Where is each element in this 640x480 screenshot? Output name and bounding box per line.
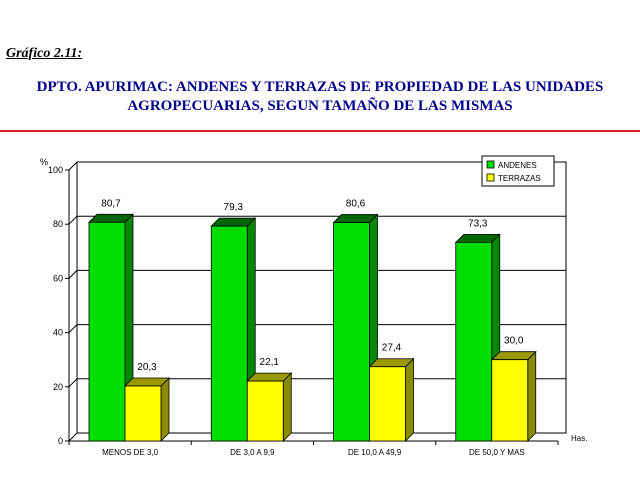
bar-andenes [210, 225, 248, 442]
data-label-andenes: 73,3 [468, 218, 488, 229]
legend: ANDENES TERRAZAS [481, 155, 555, 187]
gridline-depth [68, 215, 78, 225]
bar-terrazas-top [490, 351, 537, 361]
data-label-andenes: 79,3 [224, 202, 244, 213]
y-tick-label: 80 [53, 219, 63, 229]
bar-terrazas-top [124, 377, 170, 387]
data-labels: 80,7 20,3 79,3 22,1 80,6 27,4 73,3 30,0 [101, 198, 524, 373]
chart-title-line-1: DPTO. APURIMAC: ANDENES Y TERRAZAS DE PR… [36, 79, 604, 95]
bar-andenes-top [332, 214, 379, 223]
bar-terrazas-side [160, 377, 170, 442]
legend-label-terrazas: TERRAZAS [498, 174, 541, 183]
bar-andenes [455, 241, 493, 442]
legend-swatch-terrazas [486, 173, 495, 182]
y-tick-label: 0 [58, 436, 63, 446]
gridline-depth [68, 270, 78, 279]
y-tick-label: 100 [48, 165, 63, 175]
chart-title-line-2: AGROPECUARIAS, SEGUN TAMAÑO DE LAS MISMA… [127, 98, 513, 114]
bar-terrazas-top [368, 358, 415, 368]
bar-terrazas [124, 385, 162, 442]
x-tick-label: MENOS DE 3,0 [102, 448, 159, 457]
data-label-terrazas: 30,0 [504, 336, 524, 347]
axis-corner [68, 432, 78, 442]
bars [88, 213, 537, 442]
y-axis-label: % [40, 157, 48, 167]
legend-swatch-andenes [486, 160, 495, 169]
bar-terrazas-side [527, 350, 537, 442]
data-label-terrazas: 20,3 [137, 362, 157, 373]
x-axis-label: Has. [571, 434, 587, 443]
bar-andenes [333, 222, 370, 442]
bar-chart: 0 20 40 60 80 100% Has. MENOS DE 3,0 DE 3,0 A 9,… [40, 155, 587, 457]
gridline-depth [68, 324, 78, 333]
y-tick-label: 60 [53, 273, 63, 283]
data-label-terrazas: 27,4 [382, 343, 402, 354]
bar-terrazas-side [405, 357, 414, 442]
y-axis-depth [68, 161, 78, 441]
x-tick-label: DE 10,0 A 49,9 [348, 448, 402, 457]
bar-terrazas-side [282, 372, 292, 442]
bar-terrazas-top [246, 372, 293, 382]
bar-terrazas [491, 359, 529, 442]
data-label-andenes: 80,6 [346, 199, 366, 210]
y-tick-label: 40 [53, 328, 63, 338]
figure-caption: Gráfico 2.11: [6, 46, 83, 61]
bar-andenes-top [210, 217, 257, 227]
bar-terrazas [369, 366, 406, 442]
legend-label-andenes: ANDENES [498, 161, 537, 170]
x-tick-label: DE 3,0 A 9,9 [230, 448, 275, 457]
bar-andenes-top [88, 213, 134, 223]
bar-andenes-top [454, 233, 501, 243]
bar-terrazas [246, 380, 284, 442]
gridline-depth [68, 378, 78, 388]
data-label-terrazas: 22,1 [260, 357, 280, 368]
x-tick-label: DE 50,0 Y MAS [469, 448, 525, 457]
bar-andenes [88, 221, 126, 442]
header-divider [0, 130, 640, 132]
data-label-andenes: 80,7 [101, 198, 121, 209]
y-tick-label: 20 [53, 382, 63, 392]
